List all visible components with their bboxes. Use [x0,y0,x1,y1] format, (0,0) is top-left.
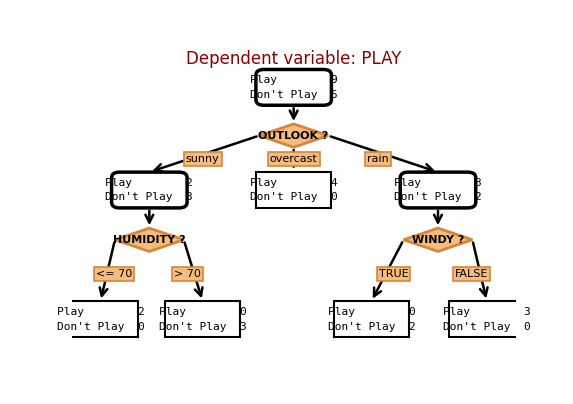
Text: rain: rain [367,154,389,164]
Text: Play        9
Don't Play  5: Play 9 Don't Play 5 [250,75,337,100]
Polygon shape [403,228,472,251]
Bar [165,301,241,337]
Text: Play        3
Don't Play  0: Play 3 Don't Play 0 [443,307,531,332]
Bar [333,301,409,337]
Polygon shape [115,228,184,251]
Text: TRUE: TRUE [379,269,409,279]
Text: OUTLOOK ?: OUTLOOK ? [258,130,329,141]
Text: Play        4
Don't Play  0: Play 4 Don't Play 0 [250,178,337,202]
FancyBboxPatch shape [256,69,331,105]
Bar [449,301,525,337]
Text: <= 70: <= 70 [96,269,132,279]
Text: overcast: overcast [270,154,317,164]
FancyBboxPatch shape [401,172,476,208]
Text: Play        0
Don't Play  2: Play 0 Don't Play 2 [328,307,415,332]
Text: Play        0
Don't Play  3: Play 0 Don't Play 3 [159,307,246,332]
Text: > 70: > 70 [174,269,201,279]
Text: Play        3
Don't Play  2: Play 3 Don't Play 2 [394,178,482,202]
Text: Dependent variable: PLAY: Dependent variable: PLAY [186,50,401,68]
Text: FALSE: FALSE [454,269,488,279]
FancyBboxPatch shape [112,172,187,208]
Text: Play        2
Don't Play  3: Play 2 Don't Play 3 [105,178,193,202]
Bar [63,301,138,337]
Text: sunny: sunny [186,154,219,164]
Bar [256,172,331,208]
Text: WINDY ?: WINDY ? [412,235,464,245]
Text: Play        2
Don't Play  0: Play 2 Don't Play 0 [57,307,144,332]
Polygon shape [259,124,328,147]
Text: HUMIDITY ?: HUMIDITY ? [113,235,186,245]
